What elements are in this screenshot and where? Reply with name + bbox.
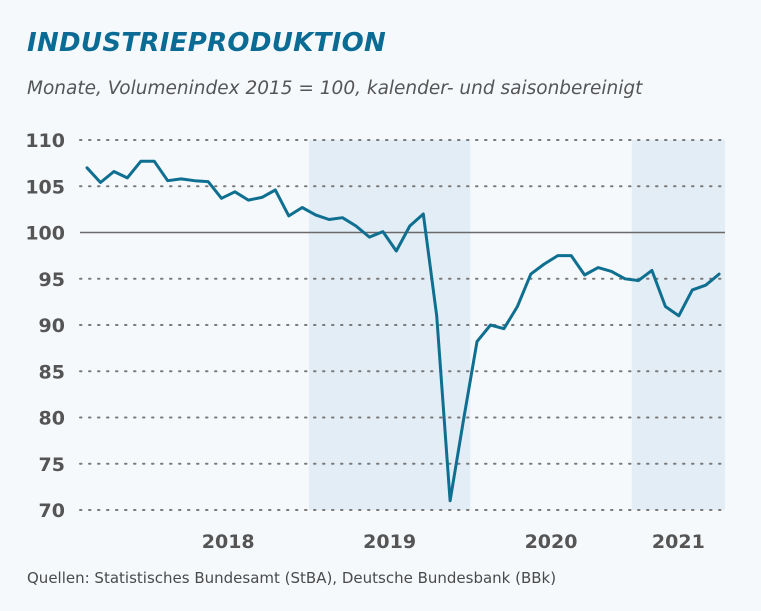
- y-tick-label-95: 95: [39, 269, 65, 291]
- y-tick-label-70: 70: [39, 500, 65, 522]
- y-axis-ticks: 110 105 100 95 90 85 80 75 70: [25, 130, 65, 522]
- y-tick-label-80: 80: [39, 408, 65, 430]
- industrial-production-chart: 110 105 100 95 90 85 80 75 70 2018 2019 2020 2021: [25, 130, 726, 553]
- x-tick-label-2018: 2018: [202, 531, 255, 553]
- x-axis-ticks: 2018 2019 2020 2021: [202, 531, 705, 553]
- x-tick-label-2020: 2020: [525, 531, 578, 553]
- y-tick-label-110: 110: [25, 130, 65, 152]
- shade-band-2019: [308, 140, 471, 510]
- y-tick-label-90: 90: [39, 315, 65, 337]
- chart-subtitle: Monate, Volumenindex 2015 = 100, kalende…: [27, 78, 643, 99]
- x-tick-label-2021: 2021: [652, 531, 705, 553]
- x-tick-label-2019: 2019: [363, 531, 416, 553]
- gridlines-group: [79, 139, 726, 511]
- y-tick-label-75: 75: [39, 454, 65, 476]
- y-tick-label-85: 85: [39, 361, 65, 383]
- y-tick-label-105: 105: [25, 176, 65, 198]
- series-line-0: [85, 159, 721, 503]
- series-group: [85, 159, 721, 503]
- source-note: Quellen: Statistisches Bundesamt (StBA),…: [27, 569, 557, 587]
- y-tick-label-100: 100: [25, 223, 65, 245]
- chart-title: INDUSTRIEPRODUKTION: [27, 28, 387, 58]
- year-shading-group: [308, 140, 725, 510]
